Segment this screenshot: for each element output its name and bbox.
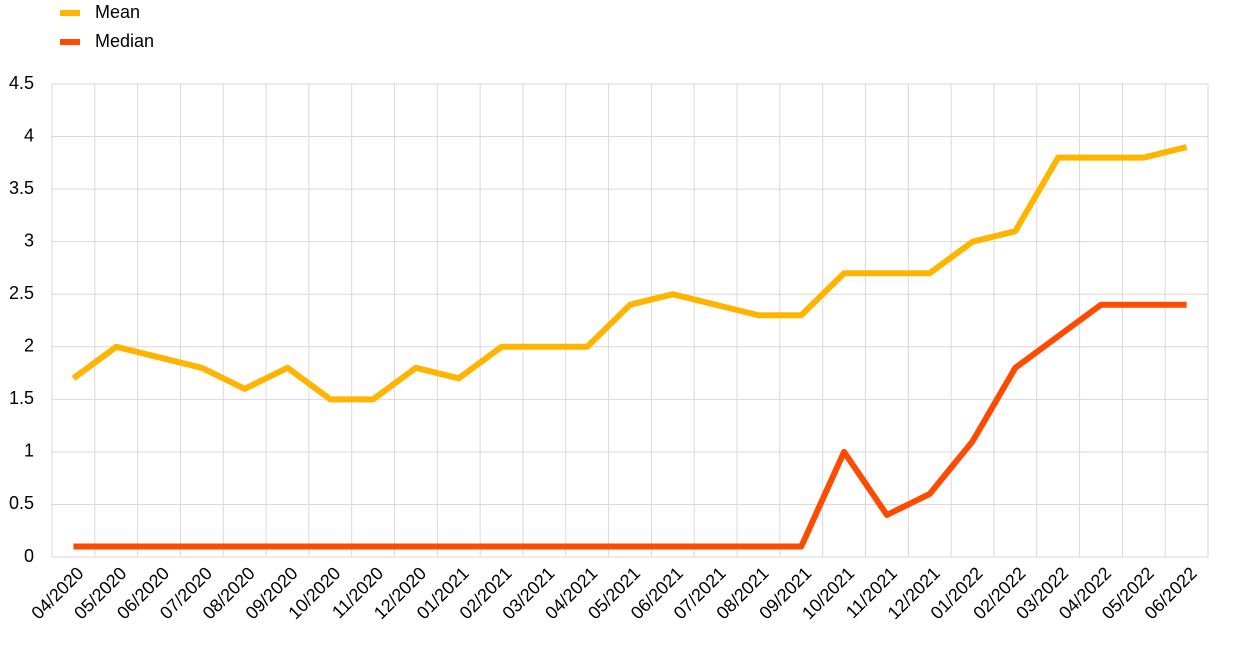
y-tick-label: 4 bbox=[24, 125, 34, 145]
legend-label: Mean bbox=[95, 2, 140, 22]
line-series bbox=[73, 301, 1187, 550]
y-tick-label: 1.5 bbox=[9, 388, 34, 408]
legend-label: Median bbox=[95, 31, 154, 51]
y-tick-label: 3.5 bbox=[9, 178, 34, 198]
y-tick-label: 1 bbox=[24, 441, 34, 461]
y-tick-label: 4.5 bbox=[9, 73, 34, 93]
y-tick-label: 2 bbox=[24, 336, 34, 356]
y-tick-label: 2.5 bbox=[9, 283, 34, 303]
y-tick-label: 0 bbox=[24, 546, 34, 566]
line-series bbox=[71, 144, 1188, 403]
y-tick-label: 0.5 bbox=[9, 493, 34, 513]
y-tick-label: 3 bbox=[24, 230, 34, 250]
